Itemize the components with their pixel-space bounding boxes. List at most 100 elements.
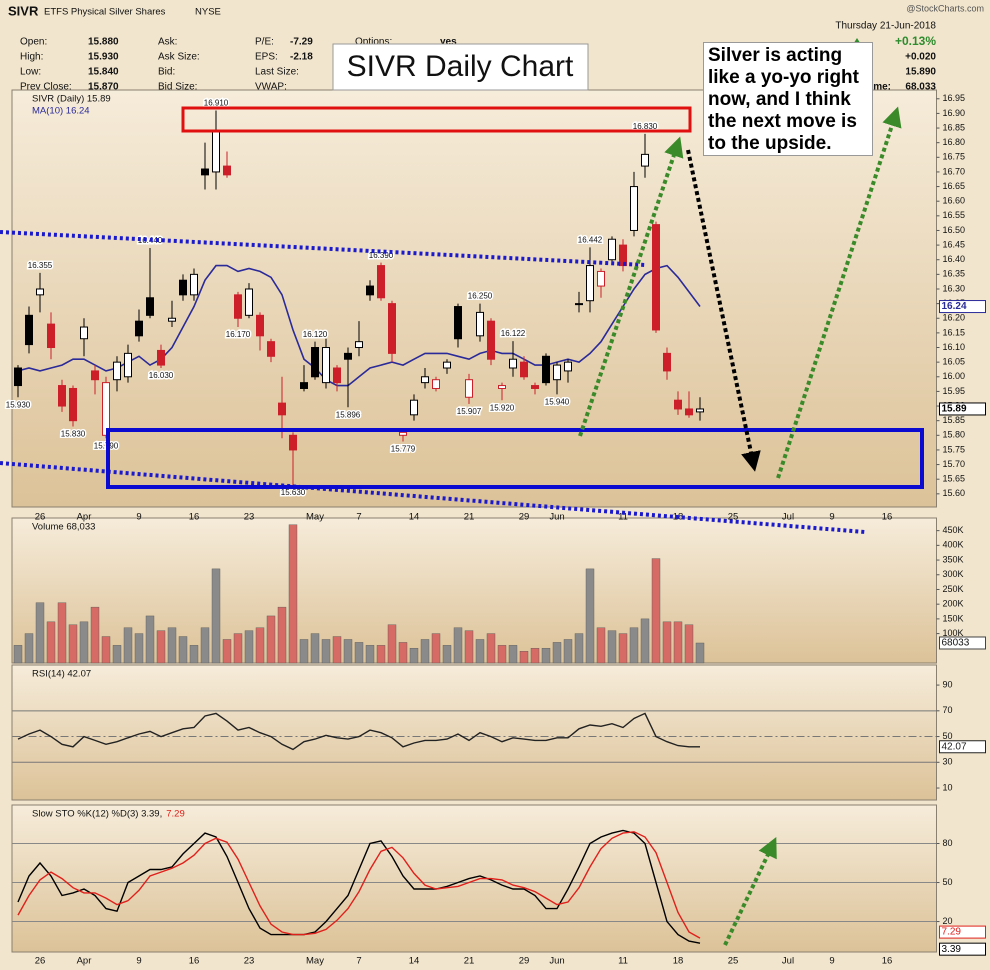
y-tick-label: 50 (943, 731, 953, 741)
y-tick-label: 16.65 (943, 181, 966, 191)
candle-body (630, 186, 638, 231)
candle-body (311, 347, 319, 378)
y-tick-label: 100K (943, 628, 964, 638)
legend-entry: RSI(14) 42.07 (32, 669, 91, 680)
legend-entry: 7.29 (166, 809, 185, 820)
low-label: 15.930 (6, 400, 31, 409)
y-tick-label: 150K (943, 613, 964, 623)
stat-value: 15.880 (88, 37, 119, 48)
candle-body (531, 385, 539, 389)
y-tick-label: 450K (943, 525, 964, 535)
volume-bar (57, 602, 67, 664)
stat-value: -2.18 (290, 52, 313, 63)
volume-bar (321, 639, 331, 664)
candle-body (509, 358, 517, 369)
candle-body (14, 367, 22, 387)
candle-body (58, 385, 66, 407)
y-tick-label: 15.70 (943, 459, 966, 469)
x-tick-label: 9 (829, 956, 834, 967)
candle-body (212, 130, 220, 173)
y-tick-label: 10 (943, 782, 953, 792)
arrow-up (723, 836, 777, 946)
stat-label: Options: (355, 37, 392, 48)
stat-label: VWAP: (255, 82, 287, 93)
y-tick-label: 16.05 (943, 357, 966, 367)
volume-bar (13, 645, 23, 664)
volume-bar (541, 648, 551, 664)
volume-bar (585, 568, 595, 664)
y-tick-label: 80 (943, 838, 953, 848)
volume-bar (343, 639, 353, 664)
low-label: 15.779 (391, 445, 416, 454)
y-tick-label: 250K (943, 584, 964, 594)
y-tick-label: 15.75 (943, 444, 966, 454)
volume-bar (574, 633, 584, 664)
candle-body (564, 361, 572, 372)
x-tick-label: Jul (782, 512, 794, 523)
volume-bar (596, 627, 606, 664)
candle-body (157, 349, 165, 366)
x-tick-label: Apr (77, 512, 92, 523)
y-tick-label: 16.45 (943, 239, 966, 249)
x-tick-label: 29 (519, 512, 530, 523)
low-label: 16.170 (226, 330, 251, 339)
x-tick-label: 16 (189, 956, 200, 967)
candle-body (355, 341, 363, 349)
title-box (332, 43, 589, 91)
low-label: 15.896 (336, 410, 361, 419)
candle-body (47, 323, 55, 349)
y-tick-label: 15.65 (943, 474, 966, 484)
candle-body (102, 382, 110, 436)
last-value-label: 15.89 (942, 404, 967, 415)
volume-bar (618, 633, 628, 664)
candle-body (696, 408, 704, 413)
candle-body (663, 352, 671, 372)
candle-body (542, 355, 550, 384)
last-value-box (939, 300, 986, 314)
candle-body (443, 361, 451, 369)
x-tick-label: May (306, 512, 324, 523)
volume-bar (123, 627, 133, 664)
candle-body (454, 306, 462, 340)
x-tick-label: 21 (464, 956, 475, 967)
x-tick-label: 26 (35, 512, 46, 523)
x-tick-label: 7 (356, 956, 361, 967)
credit: @StockCharts.com (906, 3, 984, 13)
volume-bar (662, 621, 672, 664)
stat-label: Bid Size: (158, 82, 197, 93)
candle-body (267, 341, 275, 357)
volume-bar (530, 648, 540, 664)
candle-body (597, 270, 605, 287)
y-tick-label: 16.35 (943, 269, 966, 279)
volume-bar (46, 621, 56, 664)
y-tick-label: 90 (943, 679, 953, 689)
y-tick-label: 15.85 (943, 415, 966, 425)
last: 15.890 (905, 67, 936, 78)
volume-bar (299, 639, 309, 664)
low-label: 15.630 (281, 488, 306, 497)
volume-bar (79, 621, 89, 664)
candle-body (652, 224, 660, 331)
low-label: 15.830 (61, 430, 86, 439)
candle-body (69, 387, 77, 422)
volume-bar (200, 627, 210, 664)
stat-label: P/E: (255, 37, 274, 48)
y-tick-label: 16.95 (943, 93, 966, 103)
candle-body (256, 314, 264, 337)
volume-bar (552, 642, 562, 664)
x-tick-label: 7 (356, 512, 361, 523)
candle-body (388, 303, 396, 354)
stat-value: 15.840 (88, 67, 119, 78)
candle-body (674, 399, 682, 410)
x-tick-label: May (306, 956, 324, 967)
volume-bar (68, 624, 78, 664)
low-label: 15.940 (545, 397, 570, 406)
y-tick-label: 16.90 (943, 108, 966, 118)
volume-bar (376, 645, 386, 664)
x-tick-label: 16 (882, 956, 893, 967)
volume-bar (673, 621, 683, 664)
last-value-box (939, 925, 986, 939)
volume-bar (332, 636, 342, 664)
volume-bar (486, 633, 496, 664)
candle-body (234, 294, 242, 319)
